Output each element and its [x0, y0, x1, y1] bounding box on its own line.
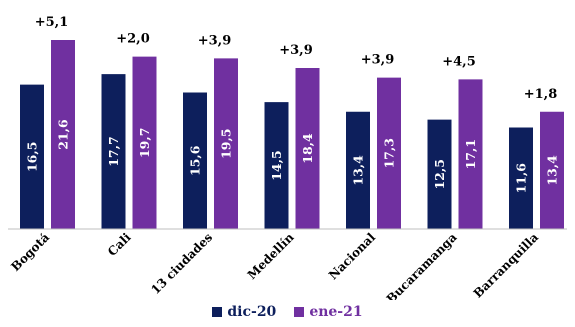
legend-item-dic-20: dic-20: [212, 304, 276, 320]
bar-dic-20-bogota: [20, 84, 44, 229]
bar-ene-21-barranquilla: [540, 111, 564, 229]
category-label-cali: Cali: [105, 230, 134, 259]
category-label-nacional: Nacional: [326, 230, 378, 282]
bar-ene-21-nacional: [377, 77, 401, 229]
category-label-13-ciudades: 13 ciudades: [148, 230, 215, 297]
bar-ene-21-13-ciudades: [214, 58, 238, 229]
legend-swatch-ene-21: [294, 307, 305, 317]
legend-label-ene-21: ene-21: [309, 304, 363, 320]
value-label-dic-20-medellin: 14,5: [269, 150, 284, 180]
value-label-ene-21-medellin: 18,4: [300, 133, 315, 164]
bar-dic-20-cali: [101, 74, 126, 229]
category-label-medellin: Medellín: [245, 230, 297, 282]
category-label-bogota: Bogotá: [8, 230, 52, 274]
difference-label-nacional: +3,9: [361, 53, 395, 68]
bar-dic-20-bucaramanga: [427, 119, 452, 229]
legend: dic-20 ene-21: [0, 304, 575, 320]
difference-label-cali: +2,0: [116, 32, 150, 47]
bar-dic-20-medellin: [264, 102, 289, 229]
bar-dic-20-13-ciudades: [183, 92, 207, 229]
difference-label-bucaramanga: +4,5: [442, 54, 476, 69]
value-label-dic-20-nacional: 13,4: [351, 155, 366, 186]
difference-label-barranquilla: +1,8: [524, 87, 558, 102]
legend-label-dic-20: dic-20: [227, 304, 277, 320]
value-label-ene-21-bogota: 21,6: [56, 119, 71, 150]
legend-item-ene-21: ene-21: [294, 304, 363, 320]
difference-label-13-ciudades: +3,9: [198, 33, 232, 48]
value-label-ene-21-13-ciudades: 19,5: [219, 128, 234, 158]
bar-dic-20-barranquilla: [509, 127, 533, 229]
value-label-dic-20-bogota: 16,5: [25, 142, 40, 172]
value-label-dic-20-13-ciudades: 15,6: [188, 145, 203, 176]
bar-ene-21-bogota: [51, 40, 75, 229]
bar-ene-21-bucaramanga: [458, 79, 483, 229]
value-label-ene-21-bucaramanga: 17,1: [463, 139, 478, 169]
value-label-ene-21-barranquilla: 13,4: [545, 155, 560, 186]
legend-swatch-dic-20: [212, 307, 223, 317]
value-label-dic-20-barranquilla: 11,6: [514, 163, 529, 194]
bar-ene-21-cali: [132, 56, 157, 229]
bar-ene-21-medellin: [295, 68, 320, 229]
category-label-barranquilla: Barranquilla: [471, 230, 542, 300]
value-label-dic-20-cali: 17,7: [106, 136, 121, 166]
difference-label-medellin: +3,9: [279, 43, 313, 58]
bar-dic-20-nacional: [346, 111, 370, 229]
value-label-ene-21-cali: 19,7: [137, 128, 152, 158]
category-label-bucaramanga: Bucaramanga: [384, 230, 460, 300]
difference-label-bogota: +5,1: [35, 15, 69, 30]
value-label-ene-21-nacional: 17,3: [382, 138, 397, 168]
bar-chart: 16,5 21,6 +5,1 Bogotá 17,7 19,7 +2,0 Cali 15,6 19…: [8, 15, 567, 300]
value-label-dic-20-bucaramanga: 12,5: [432, 159, 447, 189]
